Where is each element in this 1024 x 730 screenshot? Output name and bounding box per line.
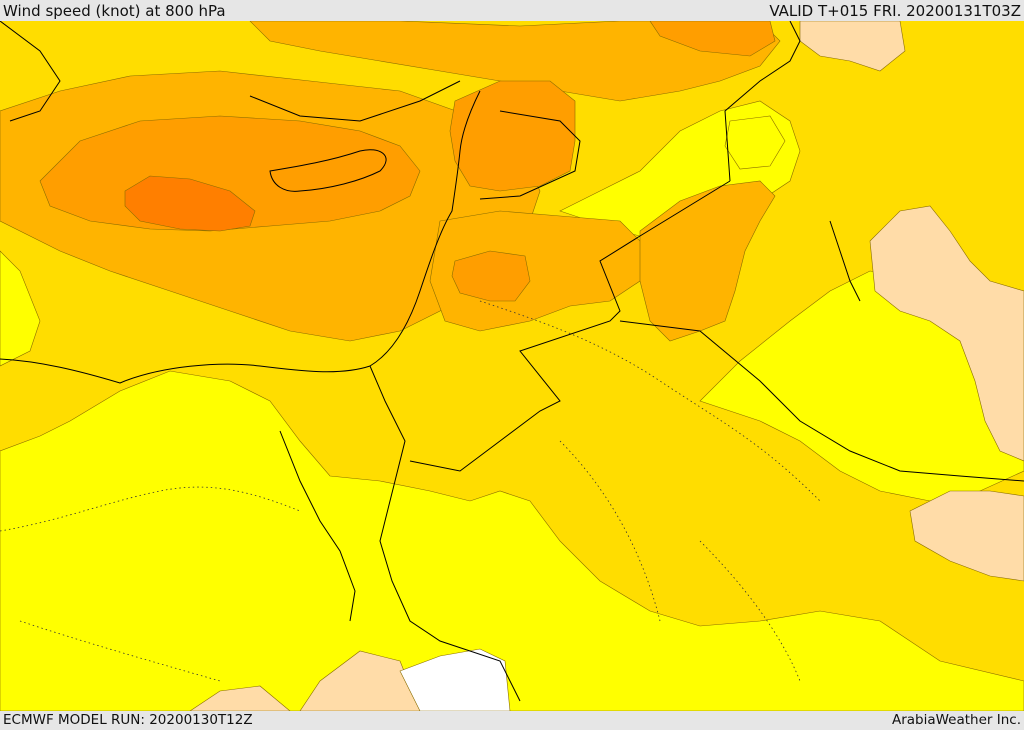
model-run: ECMWF MODEL RUN: 20200130T12Z: [3, 712, 253, 728]
map-title: Wind speed (knot) at 800 hPa: [3, 1, 226, 20]
field-stronger-syria: [449, 80, 576, 192]
field-strongest-core: [124, 175, 256, 232]
wind-speed-map: [0, 21, 1024, 711]
field-weak-southwest: [0, 370, 1024, 711]
credit: ArabiaWeather Inc.: [891, 712, 1021, 728]
field-stronger-north: [649, 21, 776, 57]
field-calm-east: [869, 205, 1024, 462]
field-calm-southwest: [189, 685, 291, 711]
field-weak-west: [0, 250, 41, 367]
dotted-isolines: [0, 300, 821, 682]
field-strong-iraq: [639, 180, 776, 342]
field-stronger-lebanon: [451, 250, 531, 302]
header-bar: Wind speed (knot) at 800 hPa VALID T+015…: [0, 0, 1024, 21]
field-weak-patch-1: [724, 115, 786, 170]
field-no-data: [399, 648, 511, 711]
footer-bar: ECMWF MODEL RUN: 20200130T12Z ArabiaWeat…: [0, 711, 1024, 729]
field-calm-southeast: [909, 490, 1024, 582]
valid-time: VALID T+015 FRI. 20200131T03Z: [769, 1, 1021, 20]
field-strong-north: [249, 21, 781, 102]
field-calm-south: [299, 650, 421, 711]
country-borders: [0, 21, 1024, 702]
field-strong-levant: [429, 210, 651, 332]
field-calm-northeast: [799, 21, 906, 72]
